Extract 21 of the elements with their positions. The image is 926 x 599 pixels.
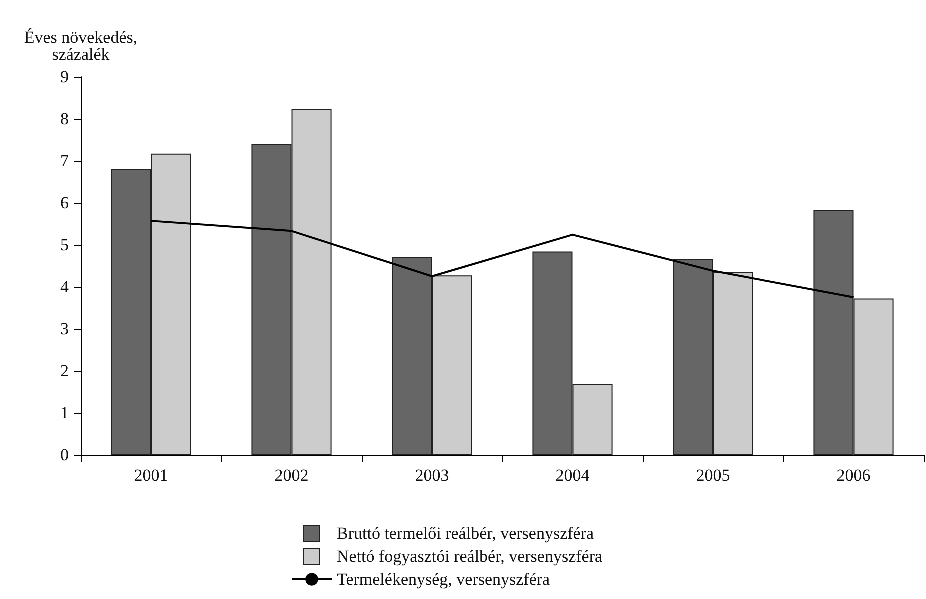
legend-label: Termelékenység, versenyszféra	[337, 570, 551, 589]
y-tick-label: 1	[60, 404, 69, 422]
x-tick-label: 2003	[415, 466, 450, 485]
y-axis-title: Éves növekedés, százalék	[24, 28, 138, 64]
y-tick-label: 6	[60, 194, 69, 212]
x-tick-label: 2005	[696, 466, 730, 485]
y-tick-label: 2	[60, 362, 69, 380]
y-tick-label: 0	[60, 446, 69, 464]
x-tick-label: 2001	[134, 466, 168, 485]
legend-label: Bruttó termelői reálbér, versenyszféra	[337, 524, 594, 543]
y-tick-label: 7	[60, 152, 70, 170]
y-tick-label: 8	[60, 110, 69, 128]
y-tick-label: 5	[60, 236, 69, 254]
x-tick-label: 2002	[274, 466, 309, 485]
x-tick-label: 2006	[836, 466, 871, 485]
x-tick-label: 2004	[556, 466, 590, 485]
line-series	[150, 220, 855, 298]
y-tick-label: 9	[60, 68, 69, 86]
legend-label: Nettó fogyasztói reálbér, versenyszféra	[337, 547, 603, 566]
y-tick-label: 4	[60, 278, 70, 296]
y-tick-label: 3	[60, 320, 69, 338]
